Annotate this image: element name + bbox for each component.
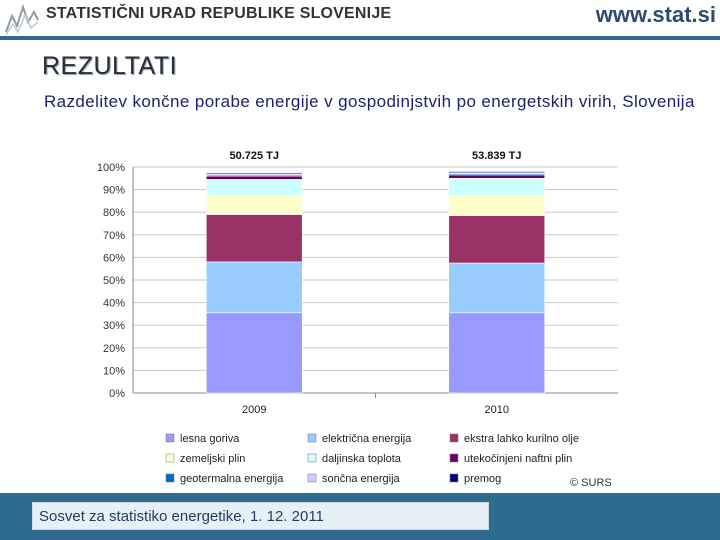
legend-swatch: [449, 453, 459, 463]
site-url[interactable]: www.stat.si: [595, 2, 716, 27]
legend-label: ekstra lahko kurilno olje: [464, 433, 579, 445]
legend-label: električna energija: [322, 433, 412, 445]
bar-total-label: 53.839 TJ: [472, 150, 522, 162]
legend-swatch: [307, 453, 317, 463]
stacked-bar-chart: 0% 10% 20% 30% 40% 50% 60% 70% 80% 90% 100% 50.725 …: [97, 150, 618, 485]
bar-segment: [448, 215, 546, 264]
legend-swatch: [307, 433, 317, 443]
x-tick-label: 2010: [485, 404, 509, 416]
footer-text-box: Sosvet za statistiko energetike, 1. 12. …: [32, 502, 489, 530]
organization-name: STATISTIČNI URAD REPUBLIKE SLOVENIJE: [46, 5, 392, 22]
legend-label: geotermalna energija: [180, 473, 284, 485]
surs-logo-icon: [5, 3, 39, 36]
y-tick-label: 40%: [103, 298, 125, 310]
y-tick-label: 80%: [103, 207, 125, 219]
chart-credit: © SURS: [570, 477, 612, 489]
y-tick-label: 70%: [103, 230, 125, 242]
bar-segment: [448, 312, 546, 394]
legend-label: premog: [464, 473, 501, 485]
legend-label: lesna goriva: [180, 433, 240, 445]
y-tick-label: 60%: [103, 252, 125, 264]
header-divider: [0, 36, 720, 40]
legend-swatch: [307, 473, 317, 483]
bar-total-label: 50.725 TJ: [229, 150, 279, 162]
chart-container: 0% 10% 20% 30% 40% 50% 60% 70% 80% 90% 100% 50.725 …: [70, 140, 626, 495]
bar-segment: [448, 262, 546, 314]
bar-segment: [205, 261, 303, 314]
legend-swatch: [449, 433, 459, 443]
legend-swatch: [165, 473, 175, 483]
y-tick-label: 50%: [103, 275, 125, 287]
bar-segment: [205, 172, 303, 175]
legend-label: utekočinjeni naftni plin: [464, 453, 572, 465]
legend-swatch: [165, 453, 175, 463]
y-tick-label: 0%: [109, 388, 125, 400]
bar-segment: [205, 175, 303, 180]
bar-segment: [448, 194, 546, 216]
legend-label: zemeljski plin: [180, 453, 245, 465]
bar-segment: [205, 194, 303, 215]
bar-segment: [448, 174, 546, 179]
page-header: STATISTIČNI URAD REPUBLIKE SLOVENIJE www…: [0, 0, 720, 36]
legend-swatch: [165, 433, 175, 443]
x-tick-label: 2009: [242, 404, 266, 416]
legend-swatch: [449, 473, 459, 483]
bar-segment: [448, 177, 546, 196]
bar-segment: [205, 179, 303, 196]
bar-segment: [205, 214, 303, 263]
y-tick-label: 20%: [103, 343, 125, 355]
slide-subtitle: Razdelitev končne porabe energije v gosp…: [44, 92, 695, 111]
legend-label: sončna energija: [322, 473, 401, 485]
y-tick-label: 10%: [103, 365, 125, 377]
y-tick-label: 100%: [97, 162, 125, 174]
legend-label: daljinska toplota: [322, 453, 402, 465]
bar-segment: [448, 171, 546, 173]
y-tick-label: 90%: [103, 185, 125, 197]
footer-text: Sosvet za statistiko energetike, 1. 12. …: [39, 508, 324, 525]
bar-segment: [205, 312, 303, 394]
y-tick-label: 30%: [103, 320, 125, 332]
slide-title: REZULTATI: [42, 52, 178, 80]
